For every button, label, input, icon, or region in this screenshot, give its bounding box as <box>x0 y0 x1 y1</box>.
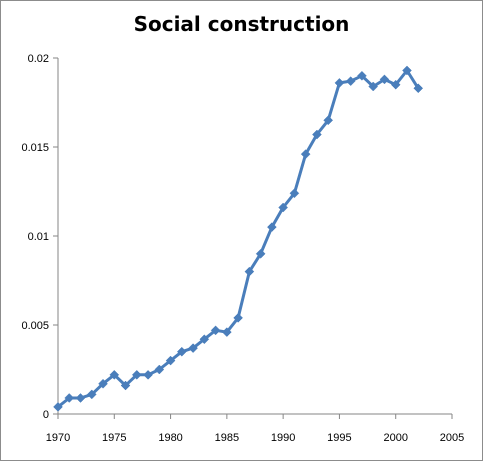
data-point <box>278 202 288 213</box>
data-point <box>244 266 255 277</box>
data-point <box>368 81 379 92</box>
x-tick-label: 2005 <box>440 432 464 444</box>
data-point <box>143 369 153 380</box>
data-point <box>289 188 300 199</box>
series-line <box>56 69 420 409</box>
data-point <box>86 389 97 400</box>
data-point <box>165 355 176 366</box>
y-tick-label: 0.015 <box>21 142 49 154</box>
data-point <box>312 129 322 140</box>
data-point <box>75 393 86 403</box>
x-tick-label: 1980 <box>158 432 182 444</box>
data-point <box>210 325 221 336</box>
data-point <box>120 380 131 391</box>
data-point <box>222 327 232 337</box>
data-point <box>188 343 198 353</box>
y-tick-label: 0.01 <box>28 231 49 243</box>
data-point <box>53 402 63 412</box>
data-point <box>390 79 401 90</box>
series-layer <box>56 69 420 409</box>
data-point <box>109 369 120 380</box>
y-tick-label: 0.02 <box>28 53 49 65</box>
data-point <box>413 83 424 94</box>
x-tick-label: 1985 <box>215 432 239 444</box>
data-point <box>131 369 142 380</box>
data-point <box>334 78 345 88</box>
data-point <box>154 364 165 375</box>
y-tick-label: 0 <box>43 409 49 421</box>
marker-layer <box>53 65 424 412</box>
data-point <box>267 222 277 232</box>
x-tick-label: 1995 <box>327 432 351 444</box>
data-point <box>345 76 356 86</box>
x-tick-label: 2000 <box>383 432 407 444</box>
data-point <box>176 346 187 357</box>
data-point <box>98 378 108 389</box>
x-tick-label: 1975 <box>102 432 126 444</box>
x-tick-label: 1970 <box>46 432 70 444</box>
y-tick-label: 0.005 <box>21 320 49 332</box>
data-point <box>255 248 266 259</box>
data-point <box>64 393 75 403</box>
data-point <box>233 313 243 323</box>
data-point <box>402 65 412 76</box>
chart-title: Social construction <box>133 12 350 36</box>
data-point <box>357 70 367 81</box>
axes: 0 0.005 0.01 0.015 0.02 1970 1975 1980 1985 1990 1… <box>21 53 464 444</box>
data-point <box>379 74 390 85</box>
x-tick-label: 1990 <box>271 432 295 444</box>
data-point <box>323 115 334 126</box>
data-point <box>199 334 210 345</box>
data-point <box>300 149 311 159</box>
